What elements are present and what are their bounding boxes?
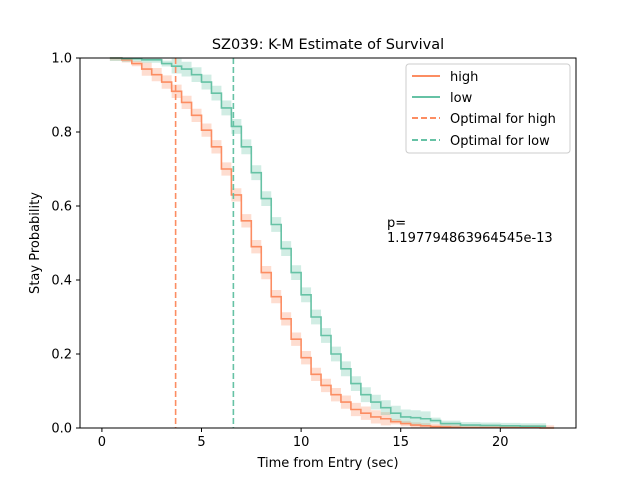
survival-curve-high <box>109 57 555 429</box>
y-axis-label: Stay Probability <box>28 192 43 294</box>
legend-high-label: high <box>450 70 478 85</box>
y-tick-label: 0.0 <box>51 422 72 437</box>
x-axis: 0 5 10 15 20 <box>98 428 509 450</box>
legend-optimal-low-label: Optimal for low <box>450 134 550 149</box>
y-tick-label: 1.0 <box>51 52 72 67</box>
x-tick-label: 5 <box>197 435 205 450</box>
x-axis-label: Time from Entry (sec) <box>256 456 398 471</box>
x-tick-label: 20 <box>492 435 509 450</box>
p-value-number: 1.197794863964545e-13 <box>387 231 553 246</box>
survival-curve-low <box>109 57 547 427</box>
legend-box <box>405 63 571 154</box>
legend-optimal-high-label: Optimal for high <box>450 112 556 127</box>
legend-low-label: low <box>450 91 473 106</box>
y-axis: 0.0 0.2 0.4 0.6 0.8 1.0 <box>51 52 80 437</box>
p-value-label: p= <box>387 216 406 231</box>
y-tick-label: 0.4 <box>51 274 72 289</box>
plot-area <box>109 57 555 429</box>
plot-frame <box>79 57 577 429</box>
chart-title: SZ039: K-M Estimate of Survival <box>212 37 444 53</box>
y-tick-label: 0.8 <box>51 126 72 141</box>
y-tick-label: 0.2 <box>51 348 72 363</box>
legend: high low Optimal for high Optimal for lo… <box>405 63 571 154</box>
x-tick-label: 15 <box>392 435 409 450</box>
x-tick-label: 10 <box>293 435 310 450</box>
x-tick-label: 0 <box>98 435 106 450</box>
y-tick-label: 0.6 <box>51 200 72 215</box>
